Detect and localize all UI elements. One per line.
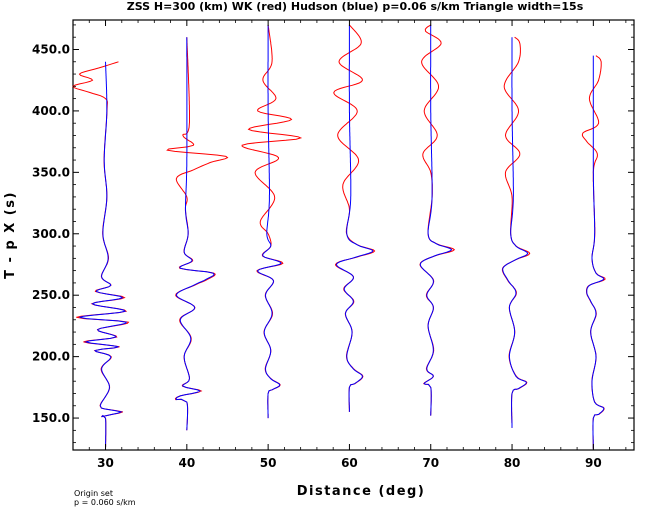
trace-hudson-30 (79, 61, 128, 450)
x-axis-ticks: 30 40 50 60 70 80 90 (72, 20, 627, 470)
y-tick-label: 350.0 (32, 165, 70, 179)
y-tick-label: 200.0 (32, 350, 70, 364)
trace-hudson-90 (586, 55, 605, 449)
x-tick-label: 60 (341, 456, 358, 470)
trace-hudson-50 (257, 24, 282, 419)
x-tick-label: 30 (97, 456, 114, 470)
trace-wk-70 (419, 24, 456, 416)
plot-frame (72, 19, 635, 451)
trace-wk-60 (333, 24, 376, 412)
y-axis-label: T - p X (s) (3, 191, 18, 279)
trace-group (72, 24, 606, 450)
x-tick-label: 90 (585, 456, 602, 470)
y-tick-label: 150.0 (32, 411, 70, 425)
trace-hudson-80 (502, 37, 529, 428)
trace-wk-30 (72, 61, 130, 450)
x-tick-label: 80 (504, 456, 521, 470)
x-tick-label: 40 (178, 456, 195, 470)
y-tick-label: 300.0 (32, 227, 70, 241)
trace-wk-40 (166, 37, 229, 431)
trace-hudson-70 (419, 24, 453, 416)
x-tick-label: 50 (260, 456, 277, 470)
trace-hudson-60 (335, 24, 374, 412)
y-tick-label: 450.0 (32, 42, 70, 56)
plot-area-border (72, 19, 635, 451)
y-tick-label: 400.0 (32, 104, 70, 118)
x-tick-label: 70 (422, 456, 439, 470)
y-tick-label: 250.0 (32, 288, 70, 302)
trace-hudson-40 (175, 37, 215, 431)
trace-wk-80 (501, 36, 531, 428)
y-axis-ticks: 150.0 200.0 250.0 300.0 350.0 400.0 450.0 (32, 24, 634, 444)
footer-ray-parameter-text: p = 0.060 s/km (74, 498, 136, 507)
chart-title: ZSS H=300 (km) WK (red) Hudson (blue) p=… (127, 0, 584, 13)
x-axis-label: Distance (deg) (297, 484, 426, 499)
trace-wk-50 (241, 24, 303, 419)
footer-origin-text: Origin set (74, 489, 113, 498)
